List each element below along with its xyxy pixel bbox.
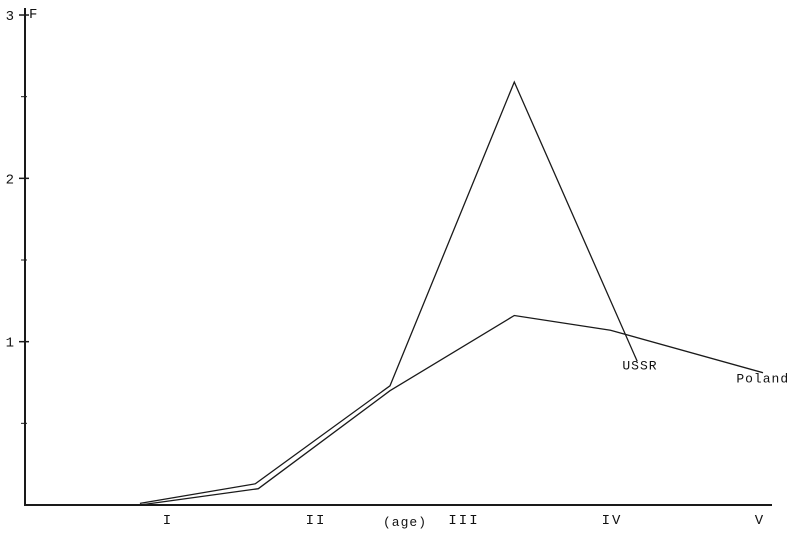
series-label-poland: Poland [736, 372, 787, 387]
y-axis-title: F [29, 7, 39, 23]
x-tick-label: III [448, 513, 479, 529]
y-tick-label: 1 [6, 336, 14, 352]
series-line-poland [139, 314, 764, 506]
y-tick-label: 2 [6, 172, 14, 188]
x-tick-label: II [306, 513, 327, 529]
series-line-ussr [139, 80, 638, 505]
x-tick-label: IV [602, 513, 623, 529]
x-axis-caption: (age) [383, 515, 428, 530]
y-tick-label: 3 [6, 9, 14, 25]
x-tick-label: I [163, 513, 173, 529]
series-label-ussr: USSR [622, 358, 657, 373]
x-tick-label: V [755, 513, 765, 529]
